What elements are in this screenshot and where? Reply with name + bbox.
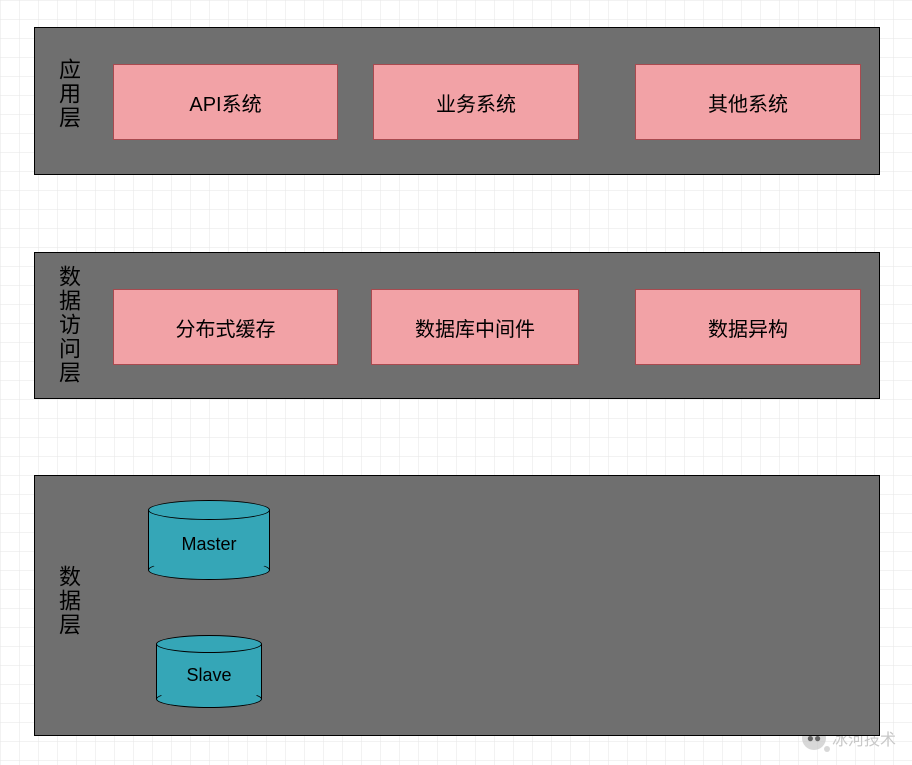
node-api-sys: API系统 [113, 64, 338, 140]
node-biz-sys: 业务系统 [373, 64, 579, 140]
layer-title-data: 数据层 [52, 565, 84, 637]
node-other-sys: 其他系统 [635, 64, 861, 140]
db-master-0-label: Master [148, 534, 270, 555]
db-slave-0: Slave [156, 635, 262, 708]
node-dcache: 分布式缓存 [113, 289, 338, 365]
node-hetero: 数据异构 [635, 289, 861, 365]
db-slave-0-label: Slave [156, 665, 262, 686]
diagram-stage: ●● 冰河技术 应用层API系统业务系统其他系统数据访问层分布式缓存数据库中间件… [0, 0, 912, 765]
node-dbmw: 数据库中间件 [371, 289, 579, 365]
layer-title-dal: 数据访问层 [52, 265, 84, 385]
layer-title-app: 应用层 [52, 58, 84, 130]
db-master-0: Master [148, 500, 270, 580]
